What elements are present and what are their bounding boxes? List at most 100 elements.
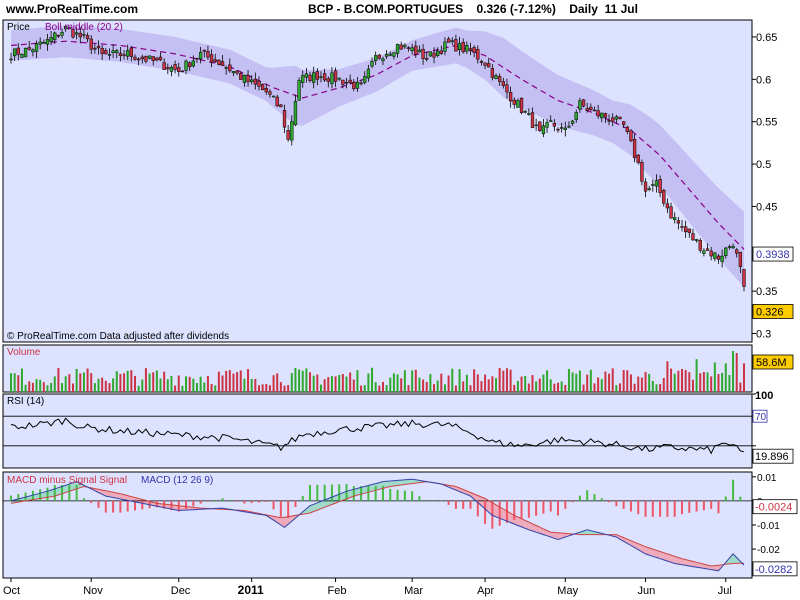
candle: [508, 86, 513, 108]
candle-body: [527, 113, 531, 115]
candle-body: [410, 47, 414, 51]
candle: [687, 228, 691, 238]
candle-body: [425, 57, 429, 60]
candle: [301, 70, 305, 88]
volume-bar: [710, 376, 713, 392]
candle: [330, 67, 334, 89]
candle: [545, 118, 549, 133]
macd-histogram-bar: [498, 500, 501, 526]
candle: [308, 71, 312, 83]
macd-histogram-bar: [53, 485, 56, 501]
volume-bar: [298, 369, 301, 392]
candle: [162, 58, 166, 70]
macd-histogram-bar: [644, 500, 647, 517]
macd-histogram-bar: [651, 500, 654, 517]
volume-bar: [210, 383, 213, 392]
macd-signal-fill: [645, 546, 650, 556]
macd-signal-fill: [641, 545, 646, 554]
macd-histogram-bar: [593, 494, 596, 501]
volume-bar: [743, 363, 745, 392]
volume-bar: [411, 370, 414, 392]
volume-bar: [108, 383, 111, 392]
volume-bar: [330, 376, 333, 392]
candle-body: [133, 56, 137, 60]
candle-body: [694, 239, 699, 241]
volume-bar: [181, 385, 184, 392]
candle-body: [355, 81, 360, 89]
candle: [563, 121, 567, 137]
candle-body: [239, 72, 243, 80]
candle-body: [100, 48, 104, 54]
candle: [727, 244, 732, 250]
macd-signal-fill: [273, 516, 278, 523]
candle-body: [136, 58, 141, 61]
volume-bar: [152, 372, 155, 392]
macd-histogram-bar: [199, 500, 202, 504]
candle: [738, 251, 743, 274]
candle-body: [669, 206, 673, 219]
candle: [184, 59, 188, 75]
volume-bar: [57, 367, 60, 392]
macd-histogram-bar: [294, 500, 297, 507]
candle-body: [636, 154, 640, 163]
candle-body: [643, 181, 648, 192]
candle: [341, 79, 345, 89]
candle: [673, 212, 677, 224]
candle: [202, 49, 206, 58]
macd-signal-fill: [386, 481, 391, 488]
boll-middle-line: [10, 40, 745, 250]
macd-signal-fill: [116, 492, 121, 499]
volume-bar: [728, 374, 731, 392]
volume-bar: [666, 361, 669, 392]
rsi-line: [10, 417, 745, 455]
macd-histogram-bar: [732, 479, 735, 501]
candle-body: [191, 60, 195, 67]
candle-body: [122, 54, 126, 57]
volume-bar: [119, 373, 122, 392]
candle: [34, 40, 39, 59]
candle: [85, 32, 90, 43]
candle-body: [417, 49, 422, 53]
volume-bar: [509, 369, 512, 392]
candle: [209, 49, 214, 68]
candle-body: [344, 81, 349, 84]
panel-rsi: [2, 393, 753, 469]
macd-histogram-bar: [221, 498, 224, 501]
volume-bar: [228, 370, 231, 392]
candle-body: [9, 58, 13, 61]
candle: [16, 43, 20, 61]
candle-body: [279, 104, 283, 108]
volume-bar: [75, 368, 78, 392]
macd-histogram-bar: [214, 500, 217, 501]
candle: [290, 115, 294, 146]
candle-body: [541, 125, 546, 135]
candle: [304, 67, 309, 83]
volume-bar: [582, 384, 585, 392]
candle: [31, 48, 35, 57]
volume-bar: [371, 367, 374, 392]
volume-bar: [290, 373, 293, 392]
macd-histogram-bar: [666, 500, 669, 517]
macd-signal-fill: [678, 557, 683, 565]
volume-bar: [195, 382, 198, 392]
volume-bar: [422, 379, 425, 392]
candle: [625, 125, 629, 135]
volume-bar: [458, 369, 461, 392]
macd-value-label: -0.0282: [755, 564, 792, 576]
candle: [603, 112, 608, 123]
volume-bar: [28, 381, 31, 392]
macd-signal-fill: [470, 492, 475, 500]
candle-body: [457, 43, 462, 50]
candle-body: [359, 82, 363, 85]
candle: [490, 64, 495, 81]
candle: [694, 238, 699, 243]
macd-histogram-bar: [170, 500, 173, 511]
candle-body: [472, 47, 476, 53]
candle-body: [71, 28, 75, 38]
candle: [158, 52, 163, 62]
candle: [505, 78, 509, 99]
macd-histogram-bar: [46, 487, 49, 501]
candle-body: [676, 220, 681, 224]
macd-signal-fill: [127, 495, 132, 502]
volume-bar: [713, 362, 716, 392]
